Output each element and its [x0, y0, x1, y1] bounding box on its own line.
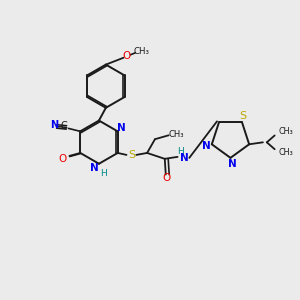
Text: O: O — [122, 51, 130, 61]
Text: N: N — [202, 141, 210, 151]
Text: S: S — [239, 112, 247, 122]
Text: O: O — [58, 154, 67, 164]
Text: CH₃: CH₃ — [278, 127, 293, 136]
Text: H: H — [177, 148, 184, 157]
Text: N: N — [50, 121, 58, 130]
Text: CH₃: CH₃ — [133, 47, 149, 56]
Text: N: N — [228, 159, 237, 169]
Text: N: N — [117, 123, 126, 134]
Text: C: C — [60, 122, 67, 131]
Text: H: H — [100, 169, 107, 178]
Text: CH₃: CH₃ — [278, 148, 293, 157]
Text: S: S — [128, 150, 135, 160]
Text: N: N — [180, 153, 189, 163]
Text: O: O — [163, 173, 171, 184]
Text: N: N — [90, 163, 98, 173]
Text: CH₃: CH₃ — [169, 130, 184, 139]
